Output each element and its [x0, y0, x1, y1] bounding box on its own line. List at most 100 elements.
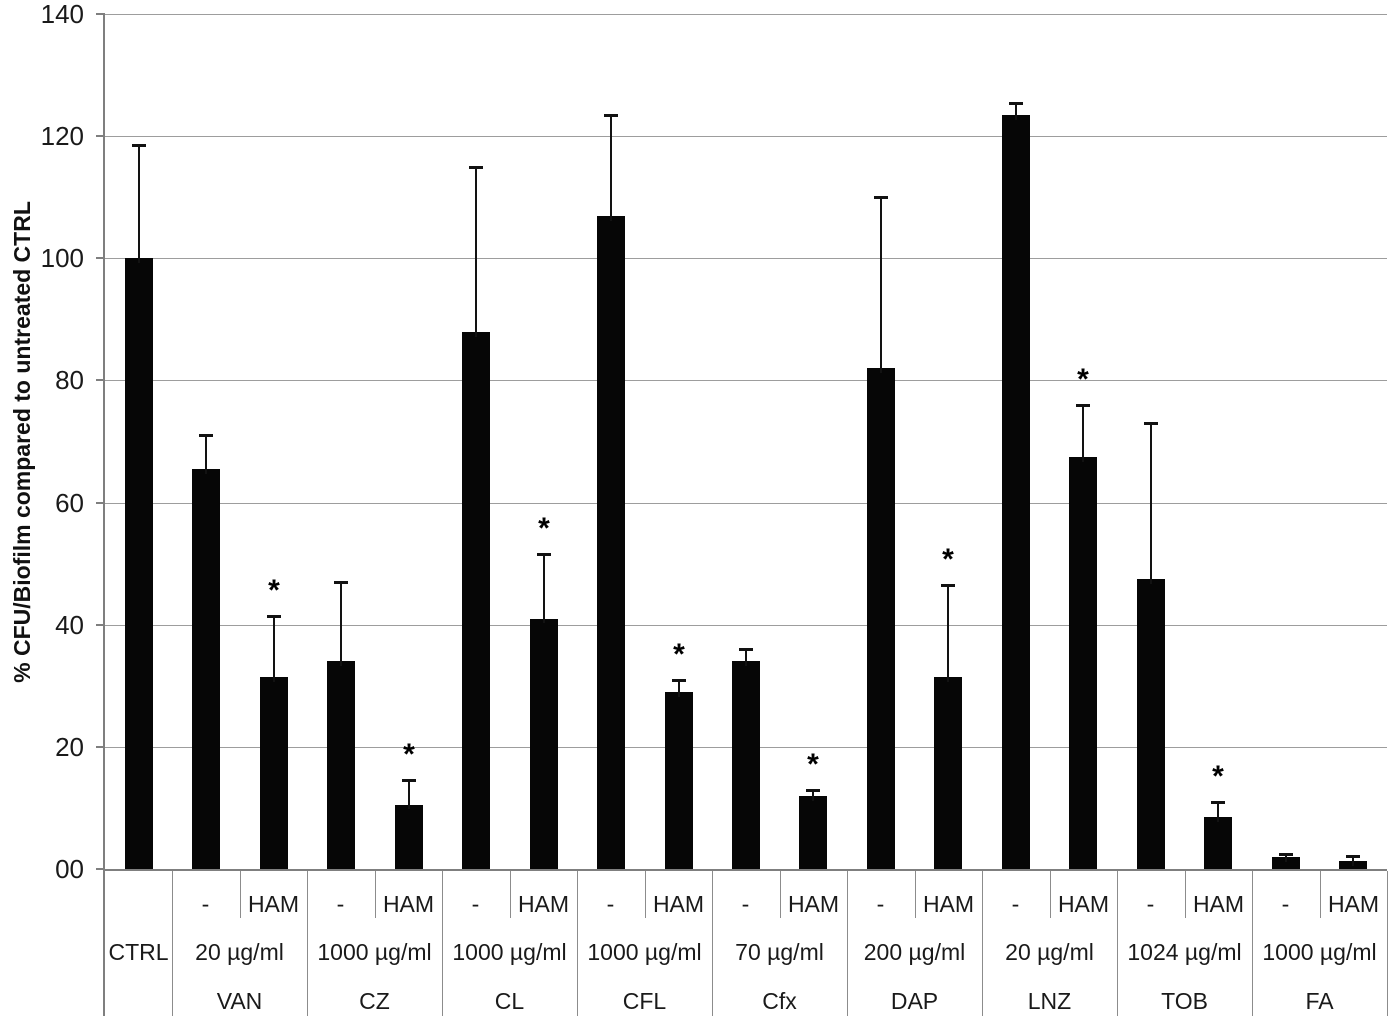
y-axis-tick [96, 502, 105, 504]
y-axis-tick [96, 379, 105, 381]
significance-asterisk: * [942, 543, 954, 576]
concentration-label-CL: 1000 µg/ml [452, 939, 567, 965]
group-boundary [712, 871, 713, 1016]
concentration-label-CZ: 1000 µg/ml [317, 939, 432, 965]
significance-asterisk: * [1077, 363, 1089, 396]
treatment-label-CL-HAM: HAM [517, 891, 570, 917]
error-bar-cap [1211, 801, 1225, 804]
concentration-label-VAN: 20 µg/ml [195, 939, 284, 965]
error-bar-cap [132, 144, 146, 147]
error-bar [205, 435, 207, 474]
treatment-label-VAN--: - [201, 891, 210, 917]
bar-Cfx-HAM [799, 796, 827, 869]
y-axis-tick [96, 257, 105, 259]
error-bar-cap [672, 679, 686, 682]
treatment-label-CFL--: - [606, 891, 615, 917]
error-bar-cap [806, 789, 820, 792]
group-boundary [172, 871, 173, 1016]
treatment-label-FA--: - [1281, 891, 1290, 917]
bar-LNZ-HAM [1069, 457, 1097, 869]
drug-label-CTRL: CTRL [108, 939, 169, 965]
treatment-label-FA-HAM: HAM [1327, 891, 1380, 917]
error-bar [947, 585, 949, 682]
error-bar [1082, 405, 1084, 462]
drug-label-LNZ: LNZ [1027, 988, 1072, 1014]
group-boundary [442, 871, 443, 1016]
error-bar [475, 167, 477, 337]
concentration-label-CFL: 1000 µg/ml [587, 939, 702, 965]
error-bar-cap [1346, 855, 1360, 858]
concentration-label-LNZ: 20 µg/ml [1005, 939, 1094, 965]
treatment-label-TOB--: - [1146, 891, 1155, 917]
error-bar-cap [604, 114, 618, 117]
gridline [105, 14, 1387, 15]
error-bar-cap [537, 553, 551, 556]
treatment-label-Cfx-HAM: HAM [787, 891, 840, 917]
drug-label-FA: FA [1305, 988, 1334, 1014]
treatment-label-LNZ-HAM: HAM [1057, 891, 1110, 917]
treatment-divider [240, 871, 241, 918]
group-boundary [1117, 871, 1118, 1016]
gridline [105, 625, 1387, 626]
error-bar [745, 649, 747, 666]
treatment-label-TOB-HAM: HAM [1192, 891, 1245, 917]
x-axis-line [103, 869, 1387, 871]
treatment-label-DAP--: - [876, 891, 885, 917]
treatment-divider [1185, 871, 1186, 918]
error-bar-cap [874, 196, 888, 199]
error-bar [138, 145, 140, 263]
error-bar-cap [1279, 853, 1293, 856]
group-boundary [307, 871, 308, 1016]
y-tick-label: 80 [55, 365, 84, 395]
y-axis-tick [96, 624, 105, 626]
bar-TOB-HAM [1204, 817, 1232, 869]
gridline [105, 136, 1387, 137]
drug-label-CL: CL [494, 988, 525, 1014]
error-bar-cap [267, 615, 281, 618]
y-axis-tick [96, 868, 105, 870]
group-boundary [1252, 871, 1253, 1016]
significance-asterisk: * [1212, 760, 1224, 793]
concentration-label-TOB: 1024 µg/ml [1127, 939, 1242, 965]
y-axis-line [103, 13, 105, 1016]
treatment-divider [915, 871, 916, 918]
treatment-label-DAP-HAM: HAM [922, 891, 975, 917]
error-bar-cap [941, 584, 955, 587]
error-bar-cap [402, 779, 416, 782]
treatment-label-CFL-HAM: HAM [652, 891, 705, 917]
treatment-divider [1050, 871, 1051, 918]
concentration-label-FA: 1000 µg/ml [1262, 939, 1377, 965]
y-tick-label: 140 [40, 0, 84, 29]
treatment-label-VAN-HAM: HAM [247, 891, 300, 917]
error-bar [543, 554, 545, 623]
bar-DAP-HAM [934, 677, 962, 869]
gridline [105, 258, 1387, 259]
bar-VAN-- [192, 469, 220, 869]
drug-label-Cfx: Cfx [762, 988, 797, 1014]
y-tick-label: 40 [55, 610, 84, 640]
y-tick-label: 60 [55, 488, 84, 518]
y-axis-tick [96, 13, 105, 15]
bar-CZ-HAM [395, 805, 423, 869]
error-bar-cap [1076, 404, 1090, 407]
bar-FA-- [1272, 857, 1300, 869]
treatment-divider [510, 871, 511, 918]
treatment-divider [375, 871, 376, 918]
error-bar [1352, 856, 1354, 866]
group-boundary [577, 871, 578, 1016]
y-tick-label: 20 [55, 732, 84, 762]
y-axis-tick [96, 746, 105, 748]
error-bar-cap [199, 434, 213, 437]
treatment-divider [1320, 871, 1321, 918]
significance-asterisk: * [807, 748, 819, 781]
y-axis-tick [96, 135, 105, 137]
group-boundary [1387, 871, 1388, 1016]
bar-CTRL [125, 258, 153, 869]
concentration-label-Cfx: 70 µg/ml [735, 939, 824, 965]
bar-TOB-- [1137, 579, 1165, 869]
treatment-label-CL--: - [471, 891, 480, 917]
error-bar [1285, 854, 1287, 862]
error-bar-cap [1144, 422, 1158, 425]
drug-label-VAN: VAN [216, 988, 263, 1014]
